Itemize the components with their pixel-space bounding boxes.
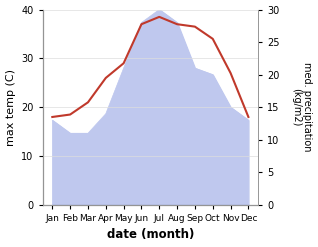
- X-axis label: date (month): date (month): [107, 228, 194, 242]
- Y-axis label: max temp (C): max temp (C): [5, 69, 16, 146]
- Y-axis label: med. precipitation
(kg/m2): med. precipitation (kg/m2): [291, 62, 313, 152]
